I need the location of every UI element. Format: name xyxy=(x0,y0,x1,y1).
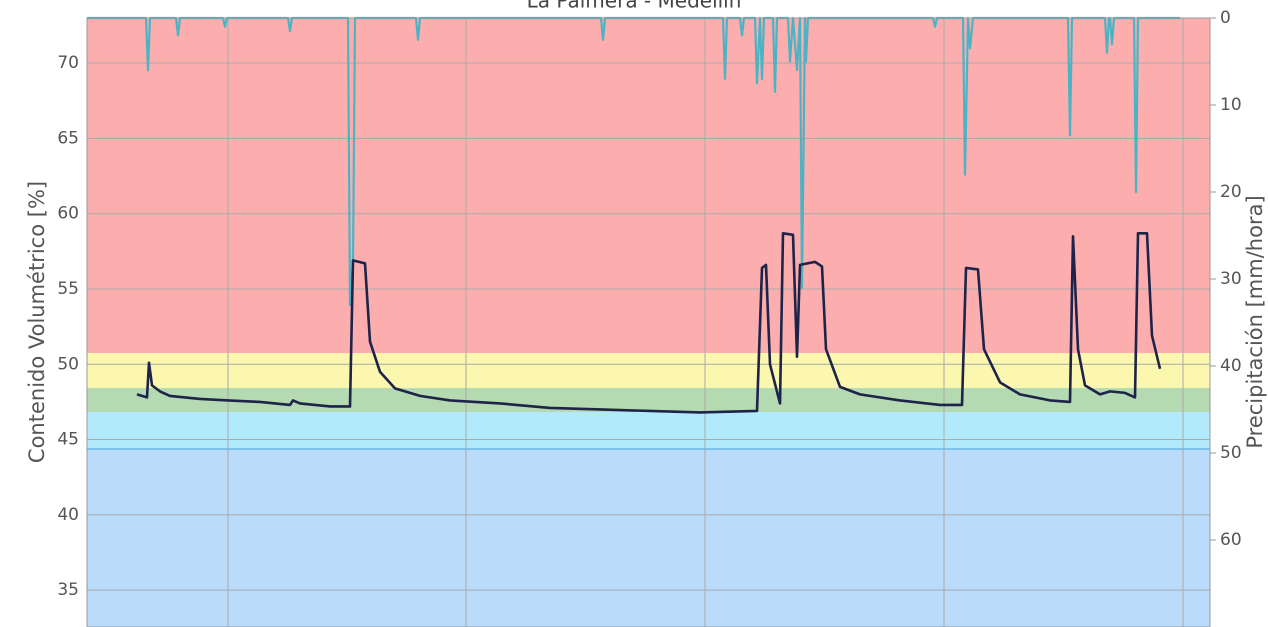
y-axis-label: Contenido Volumétrico [%] xyxy=(25,181,49,463)
zone-band xyxy=(87,449,1210,627)
y-tick-label: 70 xyxy=(57,53,79,73)
y2-tick-label: 60 xyxy=(1220,530,1242,550)
y-tick-label: 35 xyxy=(57,580,79,600)
zone-band xyxy=(87,18,1210,354)
y2-tick-label: 40 xyxy=(1220,356,1242,376)
y2-tick-label: 50 xyxy=(1220,443,1242,463)
moisture-line xyxy=(136,232,1162,414)
y2-tick-label: 20 xyxy=(1220,182,1242,202)
y-tick-label: 60 xyxy=(57,204,79,224)
y-tick-label: 40 xyxy=(57,505,79,525)
plot-frame xyxy=(86,17,1211,627)
y2-tick-label: 30 xyxy=(1220,269,1242,289)
y-tick-label: 55 xyxy=(57,279,79,299)
chart-title: La Palmera - Medellín xyxy=(527,0,742,13)
zone-band xyxy=(87,412,1210,450)
zone-band xyxy=(87,353,1210,389)
y-tick-label: 65 xyxy=(57,128,79,148)
y-tick-label: 50 xyxy=(57,354,79,374)
y-tick-label: 45 xyxy=(57,430,79,450)
y2-tick-label: 10 xyxy=(1220,95,1242,115)
y2-axis-label: Precipitación [mm/hora] xyxy=(1243,195,1267,448)
y2-tick-label: 0 xyxy=(1220,8,1231,28)
zone-band xyxy=(87,388,1210,413)
